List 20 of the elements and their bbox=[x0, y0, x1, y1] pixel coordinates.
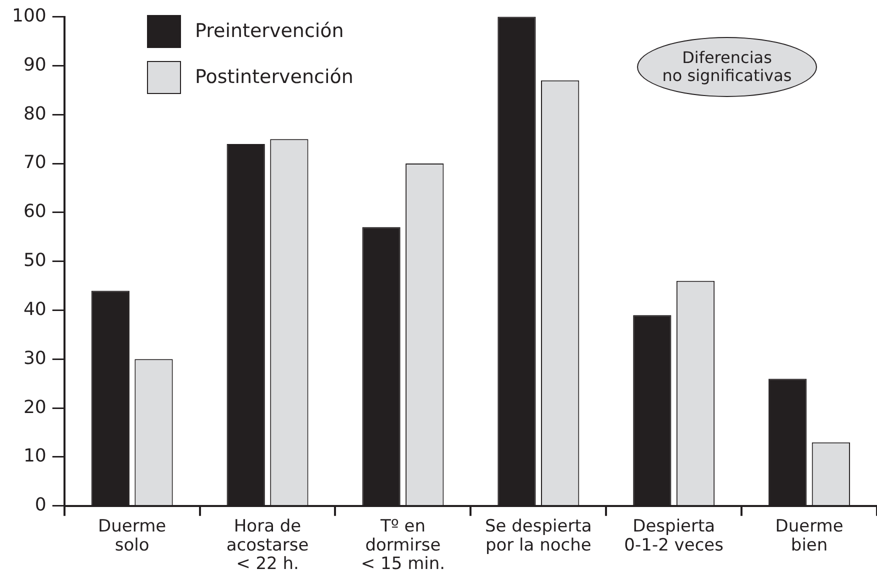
legend-label: Postintervención bbox=[195, 66, 354, 88]
y-tick-label: 20 bbox=[23, 396, 46, 418]
y-tick-label: 90 bbox=[23, 54, 46, 76]
y-tick-label: 0 bbox=[34, 494, 46, 516]
y-tick-label: 100 bbox=[12, 5, 46, 26]
x-tick-label: Tº en dormirse < 15 min. bbox=[360, 516, 446, 574]
x-tick-label: Duerme bien bbox=[775, 516, 844, 556]
y-tick-label: 50 bbox=[23, 250, 46, 272]
y-tick-label: 10 bbox=[23, 446, 46, 467]
y-tick-label: 60 bbox=[23, 201, 46, 222]
y-tick-label: 40 bbox=[23, 298, 46, 320]
y-tick-label: 30 bbox=[23, 348, 46, 369]
y-tick-label: 80 bbox=[23, 103, 46, 124]
legend-label: Preintervención bbox=[195, 20, 344, 42]
x-tick-label: Se despierta por la noche bbox=[484, 516, 592, 556]
x-tick-label: Hora de acostarse < 22 h. bbox=[226, 516, 309, 574]
annotation: Diferencias no significativas bbox=[637, 37, 817, 97]
x-tick-label: Despierta 0-1-2 veces bbox=[624, 516, 724, 556]
x-tick-label: Duerme solo bbox=[98, 516, 166, 556]
y-tick-label: 70 bbox=[23, 152, 46, 174]
